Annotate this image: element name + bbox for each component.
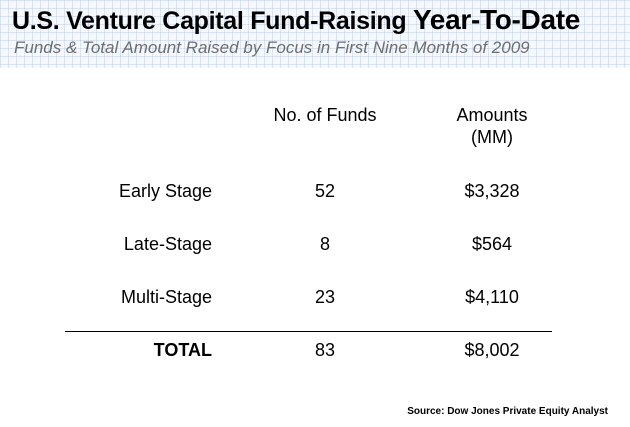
row-funds-late-stage: 8 — [319, 234, 330, 254]
row-amount-early-stage: $3,328 — [464, 181, 520, 201]
title-main: U.S. Venture Capital Fund-Raising — [12, 7, 407, 35]
row-amount-multi-stage: $4,110 — [465, 287, 519, 307]
source-note: Source: Dow Jones Private Equity Analyst — [407, 406, 608, 417]
total-divider — [65, 331, 552, 332]
page-title: U.S. Venture Capital Fund-Raising Year-T… — [12, 4, 580, 36]
page-subtitle: Funds & Total Amount Raised by Focus in … — [14, 38, 530, 57]
row-amount-late-stage: $564 — [471, 234, 513, 254]
total-funds: 83 — [314, 340, 336, 360]
total-label: TOTAL — [153, 340, 212, 360]
header-no-of-funds: No. of Funds — [273, 105, 377, 125]
header-amounts-line1: Amounts — [456, 105, 528, 125]
row-label-multi-stage: Multi-Stage — [120, 287, 212, 307]
row-label-late-stage: Late-Stage — [123, 234, 212, 254]
row-funds-early-stage: 52 — [314, 181, 336, 201]
header-amounts-line2: (MM) — [471, 127, 513, 147]
header-banner: U.S. Venture Capital Fund-Raising Year-T… — [0, 0, 630, 68]
row-funds-multi-stage: 23 — [314, 287, 336, 307]
total-amount: $8,002 — [464, 340, 520, 360]
row-label-early-stage: Early Stage — [118, 181, 212, 201]
title-emphasis: Year-To-Date — [412, 4, 581, 35]
header-amounts: Amounts (MM) — [422, 104, 562, 148]
